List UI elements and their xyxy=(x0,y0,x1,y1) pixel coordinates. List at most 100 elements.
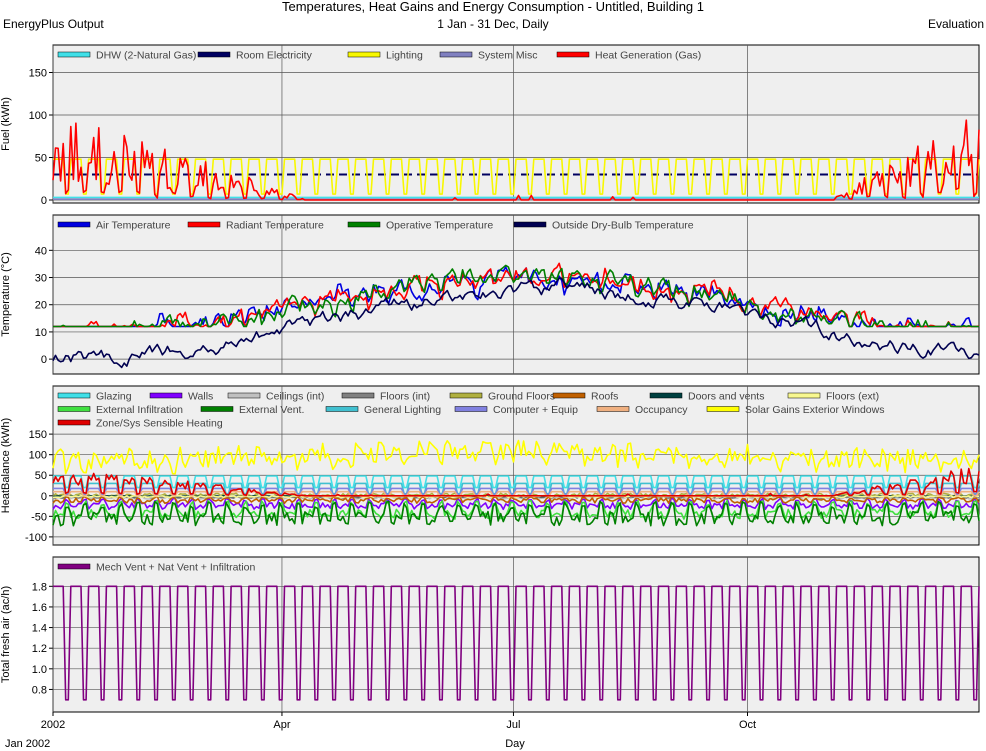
legend-swatch xyxy=(449,392,483,399)
series-line-glazing xyxy=(53,475,980,489)
software-label: EnergyPlus Output xyxy=(3,17,104,31)
legend-swatch xyxy=(200,406,234,412)
legend-entry-glazing: Glazing xyxy=(96,391,132,403)
chart-subtitle: 1 Jan - 31 Dec, Daily xyxy=(437,17,549,31)
chart-panel-1: 0 50 100 150 Fuel (kWh) DHW (2-Natural Gas) Ro… xyxy=(0,44,980,207)
y-tick-label: 150 xyxy=(29,68,47,80)
y-tick-label: 1.4 xyxy=(32,623,47,635)
series-line-heat-generation-gas xyxy=(52,119,980,201)
legend-entry-doors-and-vents: Doors and vents xyxy=(688,391,764,403)
y-tick-label: 0 xyxy=(41,354,47,366)
y-tick-label: 1.0 xyxy=(32,664,47,676)
legend-entry-roofs: Roofs xyxy=(591,391,618,403)
legend-swatch xyxy=(347,221,381,228)
legend-entry-room-electricity: Room Electricity xyxy=(236,50,313,62)
legend-swatch xyxy=(787,392,821,399)
legend-swatch xyxy=(325,406,359,412)
series-line-solar-gains-exterior-windows xyxy=(52,439,980,475)
y-tick-label: 1.2 xyxy=(32,643,47,655)
legend-swatch xyxy=(187,221,221,228)
legend-swatch xyxy=(347,51,381,58)
legend-entry-floors-int: Floors (int) xyxy=(380,391,430,403)
x-axis-label: Day xyxy=(505,738,525,750)
legend-entry-operative-temperature: Operative Temperature xyxy=(386,220,493,232)
legend-entry-ceilings-int: Ceilings (int) xyxy=(266,391,324,403)
legend-swatch xyxy=(439,51,473,58)
legend-entry-external-infiltration: External Infiltration xyxy=(96,404,183,416)
legend-swatch xyxy=(227,392,261,399)
legend-swatch xyxy=(552,392,586,399)
legend-entry-floors-ext: Floors (ext) xyxy=(826,391,879,403)
series-line-walls xyxy=(52,497,980,511)
legend-swatch xyxy=(596,406,630,412)
y-tick-label: 0 xyxy=(41,491,47,503)
chart-panel-3: -100 -50 0 50 100 150 HeatBalance (kWh) Glazing… xyxy=(0,385,980,546)
y-tick-label: -50 xyxy=(31,511,47,523)
y-axis-label: Total fresh air (ac/h) xyxy=(0,586,12,683)
legend-entry-radiant-temperature: Radiant Temperature xyxy=(226,220,324,232)
legend-entry-lighting: Lighting xyxy=(386,50,423,62)
x-tick-label: Oct xyxy=(739,719,756,731)
y-tick-label: 150 xyxy=(29,429,47,441)
legend-swatch xyxy=(706,406,740,412)
series-line-outside-dry-bulb-temperature xyxy=(52,277,980,369)
x-tick-label: Jul xyxy=(506,719,520,731)
series-line-operative-temperature xyxy=(53,264,979,328)
y-axis-label: Fuel (kWh) xyxy=(0,97,12,151)
legend-entry-ground-floors: Ground Floors xyxy=(488,391,555,403)
legend-entry-outside-dry-bulb-temperature: Outside Dry-Bulb Temperature xyxy=(552,220,694,232)
legend-swatch xyxy=(513,221,547,228)
legend-entry-dhw-2-natural-gas: DHW (2-Natural Gas) xyxy=(96,50,196,62)
legend-swatch xyxy=(649,392,683,399)
y-tick-label: 10 xyxy=(35,327,47,339)
legend-entry-occupancy: Occupancy xyxy=(635,404,688,416)
legend-entry-external-vent: External Vent. xyxy=(239,404,304,416)
x-tick-label: 2002 xyxy=(41,719,65,731)
y-tick-label: 50 xyxy=(35,153,47,165)
legend-swatch xyxy=(341,392,375,399)
legend-entry-general-lighting: General Lighting xyxy=(364,404,441,416)
legend-swatch xyxy=(197,51,231,58)
series-line-mech-vent-nat-vent-infiltration xyxy=(53,585,980,701)
y-axis-label: Temperature (°C) xyxy=(0,252,12,336)
legend-swatch xyxy=(57,406,91,412)
chart-title: Temperatures, Heat Gains and Energy Cons… xyxy=(282,0,704,14)
x-tick-label: Apr xyxy=(273,719,290,731)
legend-entry-heat-generation-gas: Heat Generation (Gas) xyxy=(595,50,701,62)
y-tick-label: 1.6 xyxy=(32,602,47,614)
legend-swatch xyxy=(149,392,183,399)
legend-entry-walls: Walls xyxy=(188,391,213,403)
legend-swatch xyxy=(57,392,91,399)
legend-swatch xyxy=(57,221,91,228)
series-line-roofs xyxy=(52,495,980,505)
legend-swatch xyxy=(57,51,91,58)
legend-entry-system-misc: System Misc xyxy=(478,50,538,62)
y-tick-label: 100 xyxy=(29,450,47,462)
legend-entry-mech-vent-nat-vent-infiltration: Mech Vent + Nat Vent + Infiltration xyxy=(96,562,256,574)
chart-panel-2: 0 10 20 30 40 Temperature (°C) Air Temperature… xyxy=(0,214,980,375)
plot-area xyxy=(52,44,980,204)
y-tick-label: 50 xyxy=(35,470,47,482)
legend-swatch xyxy=(57,419,91,426)
y-tick-label: 0 xyxy=(41,195,47,207)
y-tick-label: 30 xyxy=(35,273,47,285)
y-tick-label: 0.8 xyxy=(32,684,47,696)
legend-entry-air-temperature: Air Temperature xyxy=(96,220,171,232)
legend-entry-solar-gains-exterior-windows: Solar Gains Exterior Windows xyxy=(745,404,884,416)
series-line-external-vent xyxy=(52,500,980,527)
plot-area xyxy=(52,556,980,713)
legend-swatch xyxy=(556,51,590,58)
y-axis-label: HeatBalance (kWh) xyxy=(0,418,12,513)
series-line-zone-sys-sensible-heating xyxy=(52,467,980,497)
chart-panel-4: 0.8 1.0 1.2 1.4 1.6 1.8 Total fresh air (ac/h)… xyxy=(0,556,980,713)
legend-swatch xyxy=(454,406,488,412)
plot-area xyxy=(52,214,980,375)
y-tick-label: 100 xyxy=(29,110,47,122)
y-tick-label: 1.8 xyxy=(32,581,47,593)
legend-entry-zone-sys-sensible-heating: Zone/Sys Sensible Heating xyxy=(96,418,223,430)
legend-swatch xyxy=(57,563,91,570)
x-year-label: Jan 2002 xyxy=(5,738,50,750)
series-line-floors-ext xyxy=(52,494,979,499)
y-tick-label: 20 xyxy=(35,300,47,312)
